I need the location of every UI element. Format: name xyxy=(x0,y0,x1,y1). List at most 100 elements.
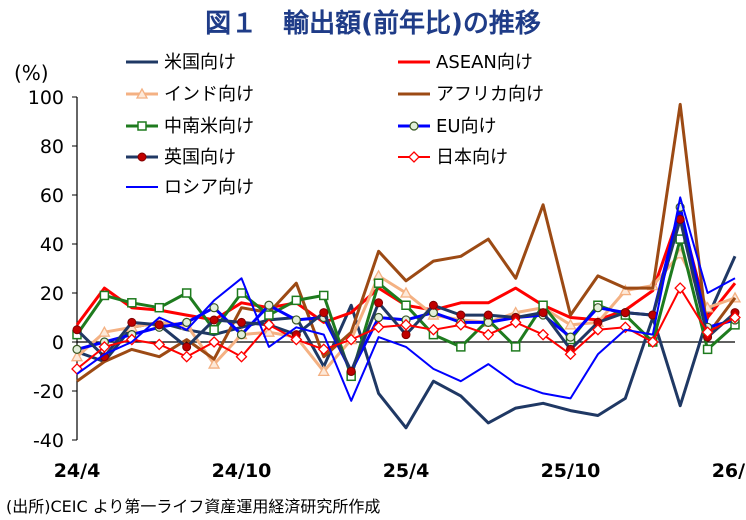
data-point xyxy=(537,328,550,341)
y-tick-label: 100 xyxy=(28,87,64,109)
legend-label: EU向け xyxy=(436,116,497,137)
data-point xyxy=(456,310,466,320)
legend-item: 日本向け xyxy=(398,147,508,168)
series-layer xyxy=(70,102,742,430)
legend-label: インド向け xyxy=(164,84,254,105)
data-point xyxy=(538,300,548,310)
data-point xyxy=(674,282,687,295)
data-point xyxy=(99,290,110,301)
data-point xyxy=(317,343,330,356)
data-point xyxy=(319,290,329,301)
data-point xyxy=(98,325,111,337)
data-point xyxy=(182,342,192,352)
data-point xyxy=(137,152,147,162)
data-point xyxy=(182,317,192,327)
data-point xyxy=(236,330,247,340)
y-tick-label: -20 xyxy=(33,381,64,403)
data-point xyxy=(235,350,248,363)
data-point xyxy=(564,348,577,361)
data-point xyxy=(593,303,603,313)
data-point xyxy=(675,215,685,224)
legend-label: 米国向け xyxy=(164,52,236,73)
data-point xyxy=(153,338,166,351)
data-point xyxy=(373,312,384,323)
data-point xyxy=(729,311,741,324)
data-point xyxy=(401,330,411,340)
y-tick-label: 0 xyxy=(52,332,64,354)
legend-label: 中南米向け xyxy=(164,116,254,137)
data-point xyxy=(70,350,84,362)
data-point xyxy=(237,317,246,327)
data-point xyxy=(290,333,303,346)
data-point xyxy=(209,303,219,313)
data-point xyxy=(482,328,495,341)
legend-item: ASEAN向け xyxy=(398,52,533,73)
data-point xyxy=(401,300,411,310)
legend-label: ロシア向け xyxy=(164,177,254,198)
data-point xyxy=(236,288,247,298)
x-tick-label: 25/4 xyxy=(383,460,430,482)
x-tick-label: 24/10 xyxy=(212,460,272,482)
data-point xyxy=(291,315,301,325)
axes: -40 -20 0 20 40 60 80 100 24/4 24/10 25/4 25/10 26/4 xyxy=(28,87,746,482)
legend-item: 英国向け xyxy=(126,147,236,168)
data-point xyxy=(408,151,420,163)
data-point xyxy=(127,298,137,308)
data-point xyxy=(291,295,302,306)
series-9 xyxy=(76,196,736,402)
data-point xyxy=(454,318,467,331)
y-tick-label: 20 xyxy=(40,283,64,305)
data-point xyxy=(207,357,221,369)
x-tick-label: 25/10 xyxy=(541,460,601,482)
data-point xyxy=(264,300,274,310)
chart-title: 図１ 輸出額(前年比)の推移 xyxy=(205,8,541,39)
data-point xyxy=(345,333,358,346)
data-point xyxy=(319,308,329,318)
data-point xyxy=(346,366,356,376)
data-point xyxy=(510,342,521,352)
legend-label: 日本向け xyxy=(436,147,508,168)
data-point xyxy=(127,317,137,327)
data-point xyxy=(400,318,412,331)
y-axis-unit: (%) xyxy=(14,61,49,85)
legend-item: インド向け xyxy=(126,84,254,105)
data-point xyxy=(135,87,149,99)
legend-item: EU向け xyxy=(398,116,497,137)
legend-item: アフリカ向け xyxy=(398,84,544,105)
y-tick-label: 40 xyxy=(40,234,64,256)
data-point xyxy=(154,320,164,330)
data-point xyxy=(180,350,193,363)
data-point xyxy=(483,317,493,327)
x-tick-label: 26/4 xyxy=(712,460,746,482)
data-point xyxy=(72,325,82,335)
data-point xyxy=(620,308,630,318)
data-point xyxy=(372,321,385,334)
data-point xyxy=(98,340,111,353)
y-tick-label: 80 xyxy=(40,136,64,158)
source-note: (出所)CEIC より第一ライフ資産運用経済研究所作成 xyxy=(6,497,380,516)
legend-item: 中南米向け xyxy=(126,116,254,137)
x-tick-label: 24/4 xyxy=(54,460,101,482)
data-point xyxy=(565,332,576,342)
data-point xyxy=(72,344,82,354)
data-point xyxy=(399,286,413,298)
data-point xyxy=(509,316,522,329)
data-point xyxy=(538,308,548,318)
data-point xyxy=(208,336,221,348)
data-point xyxy=(701,326,714,339)
data-point xyxy=(209,325,219,335)
data-point xyxy=(564,318,577,330)
legend-label: ASEAN向け xyxy=(436,52,533,73)
data-point xyxy=(456,342,466,352)
data-point xyxy=(154,302,164,313)
data-point xyxy=(702,344,713,355)
data-point xyxy=(317,365,330,377)
data-point xyxy=(646,336,659,348)
data-point xyxy=(373,278,384,288)
data-point xyxy=(181,288,192,298)
data-point xyxy=(591,323,604,336)
data-point xyxy=(374,298,384,308)
series-4 xyxy=(76,102,737,383)
